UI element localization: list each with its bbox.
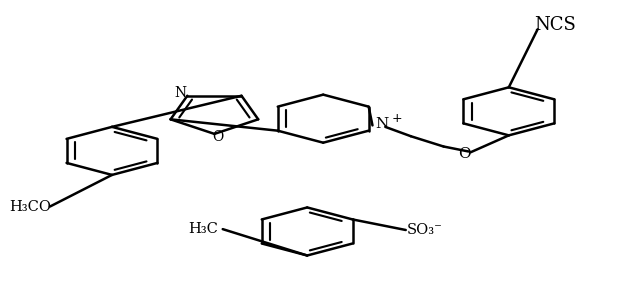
Text: N: N xyxy=(175,86,187,100)
Text: O: O xyxy=(458,147,470,161)
Text: H₃C: H₃C xyxy=(188,222,218,236)
Text: NCS: NCS xyxy=(534,16,576,34)
Text: +: + xyxy=(392,113,402,125)
Text: O: O xyxy=(212,130,223,144)
Text: SO₃⁻: SO₃⁻ xyxy=(407,223,443,237)
Text: N: N xyxy=(376,117,388,131)
Text: H₃CO: H₃CO xyxy=(10,200,52,214)
